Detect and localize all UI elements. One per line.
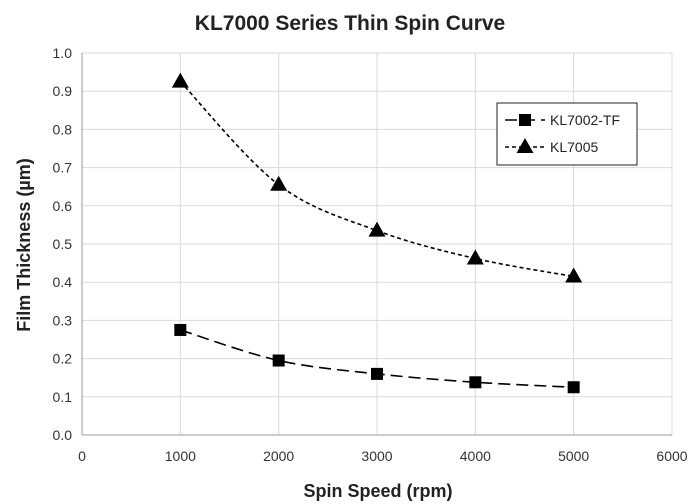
y-tick-label: 0.1: [53, 389, 73, 405]
y-tick-label: 0.6: [53, 198, 73, 214]
y-tick-label: 0.2: [53, 351, 73, 367]
x-tick-label: 1000: [165, 448, 196, 464]
data-point: [272, 354, 285, 367]
x-tick-label: 6000: [656, 448, 687, 464]
chart-title: KL7000 Series Thin Spin Curve: [195, 12, 505, 35]
axes: [81, 53, 672, 436]
series-line: [179, 81, 574, 278]
data-point: [368, 221, 386, 237]
series-layer: [171, 72, 583, 394]
data-point: [565, 267, 583, 283]
legend-entry: KL7002-TF: [505, 112, 620, 128]
data-point: [270, 175, 288, 191]
data-point: [567, 381, 580, 394]
legend-label: KL7002-TF: [550, 112, 620, 128]
x-tick-labels: 0 1000 2000 3000 4000 5000 6000: [78, 448, 688, 464]
y-tick-label: 0.4: [53, 274, 73, 290]
y-tick-label: 1.0: [53, 45, 73, 61]
legend-label: KL7005: [550, 139, 598, 155]
data-point: [466, 249, 484, 265]
x-tick-label: 3000: [361, 448, 392, 464]
y-tick-label: 0.0: [53, 427, 73, 443]
x-tick-label: 2000: [263, 448, 294, 464]
y-axis-title: Film Thickness (µm): [14, 158, 34, 331]
data-point: [469, 376, 482, 389]
y-tick-label: 0.7: [53, 160, 73, 176]
series-kl7005: [171, 72, 583, 283]
x-tick-label: 0: [78, 448, 86, 464]
y-tick-label: 0.3: [53, 312, 73, 328]
x-axis-title: Spin Speed (rpm): [303, 481, 452, 501]
y-tick-label: 0.8: [53, 121, 73, 137]
legend: KL7002-TF KL7005: [496, 102, 638, 166]
y-tick-label: 0.9: [53, 83, 73, 99]
legend-marker: [516, 138, 534, 153]
data-point: [174, 323, 187, 336]
legend-entry: KL7005: [505, 138, 598, 155]
data-point: [171, 72, 189, 88]
series-kl7002-tf: [174, 323, 580, 394]
legend-marker: [519, 114, 531, 126]
y-tick-labels: 0.0 0.1 0.2 0.3 0.4 0.5 0.6 0.7 0.8 0.9 1.0: [53, 45, 73, 443]
x-tick-label: 4000: [460, 448, 491, 464]
x-tick-label: 5000: [558, 448, 589, 464]
legend-box: [496, 102, 638, 166]
y-tick-label: 0.5: [53, 236, 73, 252]
data-point: [371, 367, 383, 380]
